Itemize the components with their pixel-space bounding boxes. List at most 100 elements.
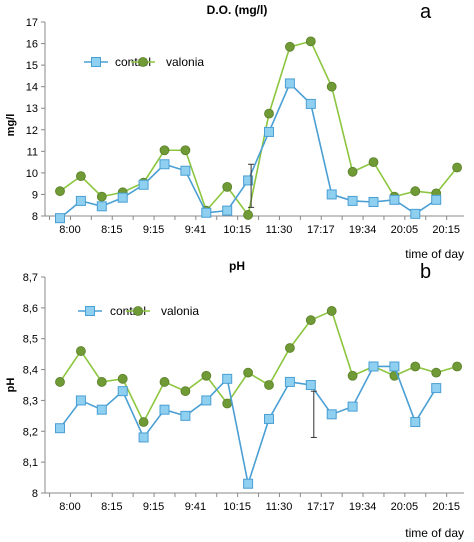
y-tick-label: 13 — [26, 103, 38, 115]
x-tick-label: 8:15 — [101, 224, 122, 236]
x-tick-label: 17:17 — [307, 224, 335, 236]
data-point-control — [368, 361, 379, 372]
legend-label-valonia: valonia — [161, 304, 199, 318]
data-point-control — [75, 195, 86, 206]
y-tick-label: 10 — [26, 168, 38, 180]
data-point-valonia — [326, 306, 337, 316]
data-point-valonia — [222, 181, 233, 192]
panel-letter: a — [420, 1, 432, 23]
series-line-control — [59, 82, 437, 219]
data-point-control — [159, 159, 170, 170]
series-line-control — [59, 365, 437, 487]
x-tick-label: 9:41 — [185, 501, 206, 513]
chart-title: D.O. (mg/l) — [207, 3, 268, 17]
y-tick-label: 11 — [27, 146, 38, 158]
y-tick-label: 16 — [26, 39, 38, 51]
data-point-control — [138, 179, 149, 190]
x-tick-label: 11:30 — [266, 224, 293, 236]
data-point-control — [180, 165, 191, 176]
data-point-valonia — [159, 145, 170, 156]
y-tick-label: 15 — [26, 60, 38, 72]
x-tick-label: 8:00 — [59, 501, 80, 513]
data-point-control — [55, 423, 65, 434]
data-point-valonia — [452, 361, 463, 372]
data-point-valonia — [284, 41, 295, 52]
x-tick-label: 20:05 — [391, 224, 419, 236]
x-tick-label: 8:15 — [101, 501, 122, 513]
data-point-control — [389, 194, 400, 205]
data-point-control — [326, 189, 337, 200]
data-point-control — [305, 380, 316, 390]
data-point-control — [117, 192, 128, 203]
data-point-control — [264, 413, 274, 424]
legend-marker-valonia — [133, 306, 143, 316]
data-point-control — [222, 373, 233, 384]
legend-marker-valonia — [138, 57, 148, 67]
panel-letter: b — [420, 261, 431, 283]
data-point-control — [55, 213, 65, 224]
y-tick-label: 9 — [32, 189, 38, 201]
data-point-control — [410, 417, 421, 428]
data-point-valonia — [180, 145, 191, 156]
data-point-control — [389, 361, 400, 372]
x-tick-label: 19:34 — [349, 224, 377, 236]
legend-label-valonia: valonia — [166, 55, 204, 69]
data-point-control — [117, 386, 128, 397]
y-tick-label: 8,2 — [23, 426, 38, 438]
data-point-valonia — [222, 398, 233, 409]
y-axis-label: mg/l — [5, 114, 17, 137]
x-tick-label: 20:15 — [432, 501, 460, 513]
data-point-valonia — [55, 186, 65, 197]
data-point-valonia — [305, 36, 316, 47]
data-point-control — [201, 207, 212, 218]
y-tick-label: 8,5 — [23, 334, 38, 346]
data-point-control — [410, 208, 421, 219]
y-tick-label: 8,7 — [23, 272, 38, 284]
data-point-control — [180, 410, 191, 421]
y-tick-label: 8 — [32, 211, 38, 223]
x-tick-label: 8:00 — [59, 224, 80, 236]
data-point-control — [431, 194, 442, 205]
x-axis-label: time of day — [405, 526, 464, 540]
data-point-valonia — [117, 373, 128, 384]
data-point-valonia — [159, 377, 170, 387]
data-point-control — [243, 478, 254, 489]
x-tick-label: 20:05 — [391, 501, 419, 513]
data-point-valonia — [76, 171, 86, 182]
data-point-valonia — [96, 377, 107, 387]
data-point-valonia — [410, 361, 421, 372]
data-point-valonia — [431, 367, 442, 378]
data-point-valonia — [96, 191, 107, 202]
y-tick-label: 8 — [32, 488, 38, 500]
x-tick-label: 10:15 — [223, 501, 251, 513]
data-point-valonia — [138, 417, 149, 427]
data-point-control — [347, 195, 358, 206]
data-point-valonia — [243, 367, 254, 378]
data-point-control — [326, 409, 337, 420]
y-tick-label: 12 — [26, 125, 38, 137]
y-tick-label: 8,1 — [23, 457, 38, 469]
data-point-valonia — [326, 81, 337, 92]
legend-marker-control — [91, 57, 101, 67]
data-point-valonia — [305, 315, 316, 326]
legend-marker-control — [85, 306, 95, 316]
data-point-valonia — [243, 210, 254, 220]
x-tick-label: 9:15 — [143, 501, 164, 513]
data-point-valonia — [284, 343, 295, 353]
chart-panel-a: D.O. (mg/l) a 8 9 10 11 12 13 14 15 16 17 8:00 8:15 9:… — [5, 1, 464, 261]
data-point-valonia — [347, 370, 358, 381]
x-tick-label: 9:41 — [185, 224, 206, 236]
data-point-control — [347, 401, 358, 412]
y-tick-label: 8,4 — [23, 365, 38, 377]
chart-panel-b: pH b 8 8,1 8,2 8,3 8,4 8,5 8,6 8,7 8:00 8:15 9:15 9:4… — [5, 259, 464, 540]
x-tick-label: 19:34 — [349, 501, 377, 513]
data-point-control — [284, 376, 295, 387]
data-point-valonia — [452, 162, 463, 173]
y-tick-label: 17 — [26, 17, 38, 29]
y-tick-label: 8,3 — [23, 395, 38, 407]
data-point-valonia — [201, 370, 212, 381]
data-point-valonia — [347, 166, 358, 177]
data-point-valonia — [180, 386, 191, 397]
data-point-control — [138, 432, 149, 443]
data-point-valonia — [264, 108, 274, 119]
